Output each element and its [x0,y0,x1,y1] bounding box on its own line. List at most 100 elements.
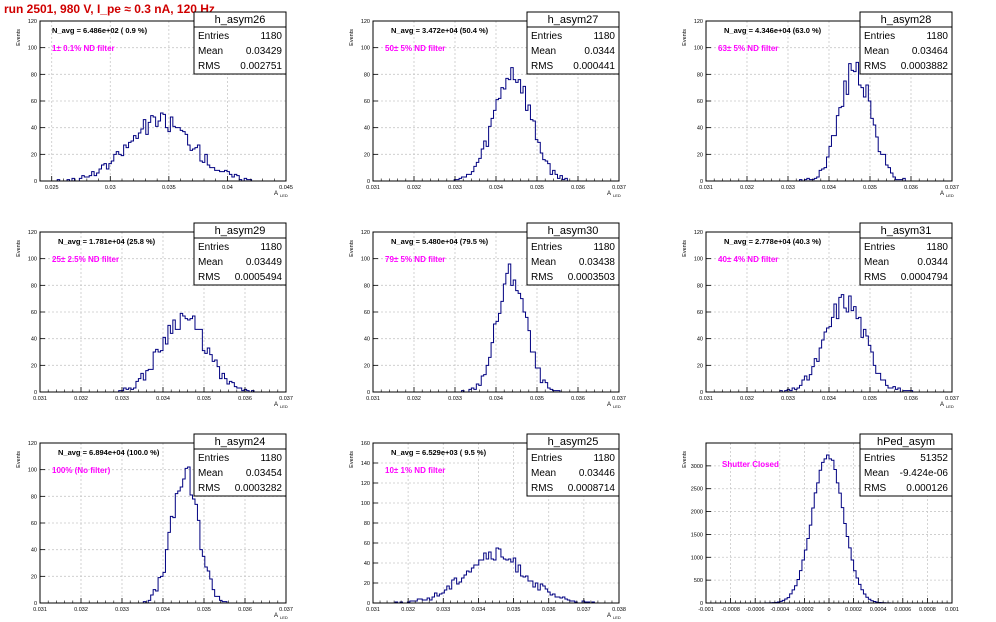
x-tick-label: 0.0004 [870,607,887,613]
stats-key: RMS [864,483,887,494]
x-tick-label: 0.035 [530,396,544,402]
x-axis-label: A [940,402,944,408]
x-tick-label: 0.037 [279,396,293,402]
x-tick-label: 0.033 [781,185,795,191]
y-tick-label: 120 [361,19,370,25]
x-tick-label: 0.035 [863,396,877,402]
panel-h_asym26: 0.025 0.03 0.035 0.04 0.045 0 20 40 60 80 100 120 Ev… [16,11,293,198]
x-tick-label: 0.031 [699,396,713,402]
y-tick-label: 60 [364,310,370,316]
stats-key: RMS [198,61,221,72]
stats-title: h_asym28 [881,14,932,26]
stats-key: Mean [198,46,223,57]
x-axis-label-sub: LED [280,193,288,198]
stats-key: Entries [864,242,895,253]
x-tick-label: 0.031 [366,185,380,191]
filter-label: 1± 0.1% ND filter [52,44,115,53]
y-tick-label: 0 [367,601,370,607]
y-tick-label: 80 [31,72,37,78]
x-tick-label: 0.035 [863,185,877,191]
x-tick-label: 0 [827,607,830,613]
y-tick-label: 20 [31,152,37,158]
y-tick-label: 120 [28,230,37,236]
x-tick-label: -0.0004 [770,607,789,613]
y-tick-label: 20 [31,574,37,580]
stats-value: 0.0344 [584,46,615,57]
y-tick-label: 40 [697,126,703,132]
stats-key: RMS [531,483,554,494]
navg-label: N_avg = 2.778e+04 (40.3 %) [724,237,822,246]
y-axis-label: Events [349,451,355,468]
x-tick-label: 0.025 [45,185,59,191]
x-tick-label: 0.033 [436,607,450,613]
stats-value: 1180 [926,242,948,253]
run-title: run 2501, 980 V, I_pe ≈ 0.3 nA, 120 Hz [4,2,215,16]
stats-key: RMS [198,272,221,283]
y-axis-label: Events [349,240,355,257]
y-tick-label: 20 [697,152,703,158]
panel-hPed_asym: -0.001 -0.0008 -0.0006 -0.0004 -0.0002 0 0.000… [682,433,959,613]
x-axis-label: A [607,613,611,619]
x-tick-label: 0.035 [197,396,211,402]
y-tick-label: 100 [361,46,370,52]
x-tick-label: 0.037 [945,185,959,191]
y-tick-label: 0 [700,601,703,607]
filter-label: 40± 4% ND filter [718,255,778,264]
stats-value: 0.0003882 [901,61,949,72]
stats-title: h_asym31 [881,225,932,237]
x-tick-label: 0.036 [238,396,252,402]
x-tick-label: 0.04 [222,185,233,191]
y-tick-label: 1000 [691,555,703,561]
x-tick-label: -0.0008 [721,607,740,613]
y-tick-label: 40 [31,337,37,343]
stats-key: Entries [198,242,229,253]
x-tick-label: 0.033 [448,185,462,191]
x-tick-label: 0.032 [740,396,754,402]
stats-title: h_asym25 [548,436,599,448]
panel-h_asym25: 0.031 0.032 0.033 0.034 0.035 0.036 0.037 0.038… [349,433,626,620]
x-tick-label: 0.036 [571,185,585,191]
y-tick-label: 20 [31,363,37,369]
navg-label: N_avg = 6.529e+03 ( 9.5 %) [391,448,487,457]
x-tick-label: 0.032 [407,185,421,191]
x-tick-label: 0.036 [542,607,556,613]
navg-label: N_avg = 6.486e+02 ( 0.9 %) [52,26,148,35]
stats-box [193,222,287,286]
stats-value: 51352 [920,453,948,464]
x-tick-label: 0.032 [740,185,754,191]
stats-key: Mean [864,257,889,268]
x-tick-label: 0.036 [571,396,585,402]
stats-key: Entries [198,453,229,464]
x-tick-label: -0.0002 [795,607,814,613]
stats-title: h_asym27 [548,14,599,26]
y-tick-label: 100 [694,46,703,52]
y-tick-label: 40 [364,126,370,132]
y-tick-label: 100 [28,46,37,52]
stats-title: h_asym26 [215,14,266,26]
stats-value: 1180 [593,31,615,42]
x-tick-label: 0.036 [238,607,252,613]
histogram-line [373,67,619,182]
y-tick-label: 40 [364,337,370,343]
x-tick-label: 0.0008 [919,607,936,613]
stats-value: 0.0344 [917,257,948,268]
stats-key: Entries [198,31,229,42]
panel-h_asym31: 0.031 0.032 0.033 0.034 0.035 0.036 0.037 0 20 40… [682,222,959,409]
x-tick-label: 0.034 [156,607,170,613]
y-tick-label: 40 [364,561,370,567]
y-tick-label: 20 [364,363,370,369]
stats-key: RMS [531,272,554,283]
panel-h_asym30: 0.031 0.032 0.033 0.034 0.035 0.036 0.037 0 20 40… [349,222,626,409]
panel-h_asym24: 0.031 0.032 0.033 0.034 0.035 0.036 0.037 0 20 40… [16,433,293,620]
stats-key: RMS [198,483,221,494]
panel-h_asym28: 0.031 0.032 0.033 0.034 0.035 0.036 0.037 0 20 40… [682,11,959,198]
navg-label: N_avg = 4.346e+04 (63.0 %) [724,26,822,35]
x-tick-label: 0.035 [530,185,544,191]
stats-title: h_asym29 [215,225,266,237]
y-tick-label: 2500 [691,487,703,493]
x-tick-label: 0.038 [612,607,626,613]
y-tick-label: 100 [694,257,703,263]
x-tick-label: 0.031 [33,396,47,402]
stats-value: 0.0003282 [235,483,283,494]
x-axis-label-sub: LED [946,404,954,409]
